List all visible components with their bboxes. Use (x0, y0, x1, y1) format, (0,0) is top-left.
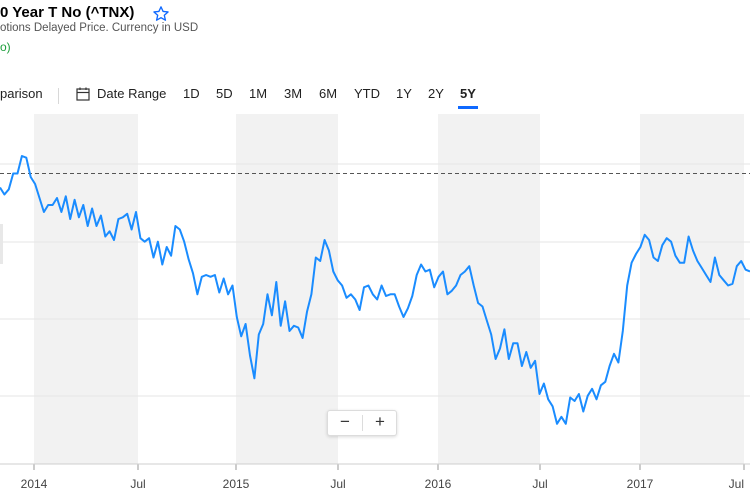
range-5y[interactable]: 5Y (460, 86, 476, 101)
range-ytd[interactable]: YTD (354, 86, 380, 101)
alternating-bands (34, 114, 744, 464)
x-tick-label: Jul (330, 477, 345, 491)
shaded-band-0 (34, 114, 138, 464)
shaded-band-2 (438, 114, 540, 464)
zoom-out-button[interactable]: − (340, 412, 350, 431)
price-change: o) (0, 40, 11, 54)
x-tick-label: Jul (729, 477, 744, 491)
x-tick-label: Jul (130, 477, 145, 491)
range-5d[interactable]: 5D (216, 86, 233, 101)
range-1y[interactable]: 1Y (396, 86, 412, 101)
x-tick-label: 2015 (223, 477, 250, 491)
x-tick-label: Jul (532, 477, 547, 491)
range-1m[interactable]: 1M (249, 86, 268, 101)
price-series-line (0, 155, 750, 425)
shaded-band-1 (236, 114, 338, 464)
watchlist-star-icon[interactable] (152, 5, 170, 23)
range-3m[interactable]: 3M (284, 86, 303, 101)
date-range-button[interactable]: Date Range (97, 86, 167, 101)
calendar-icon (76, 87, 90, 101)
x-tick-label: 2014 (21, 477, 48, 491)
zoom-separator (362, 415, 363, 431)
range-2y[interactable]: 2Y (428, 86, 444, 101)
x-tick-label: 2016 (425, 477, 452, 491)
active-range-indicator (458, 106, 478, 109)
range-6m[interactable]: 6M (319, 86, 338, 101)
page-title: 0 Year T No (^TNX) (0, 4, 135, 21)
zoom-control: − + (327, 410, 397, 436)
x-tick-label: 2017 (627, 477, 654, 491)
x-axis-ticks: 2014 Jul 2015 Jul 2016 Jul 2017 Jul (21, 464, 745, 491)
chart-svg: 2014 Jul 2015 Jul 2016 Jul 2017 Jul (0, 114, 750, 491)
left-handle[interactable] (0, 224, 3, 264)
horizontal-gridlines (0, 163, 750, 397)
toolbar-divider (58, 88, 59, 104)
price-info-subtitle: otions Delayed Price. Currency in USD (0, 22, 199, 34)
comparison-button[interactable]: parison (0, 86, 43, 101)
shaded-band-3 (640, 114, 744, 464)
range-1d[interactable]: 1D (183, 86, 200, 101)
price-chart[interactable]: 2014 Jul 2015 Jul 2016 Jul 2017 Jul (0, 114, 750, 500)
zoom-in-button[interactable]: + (375, 412, 385, 431)
